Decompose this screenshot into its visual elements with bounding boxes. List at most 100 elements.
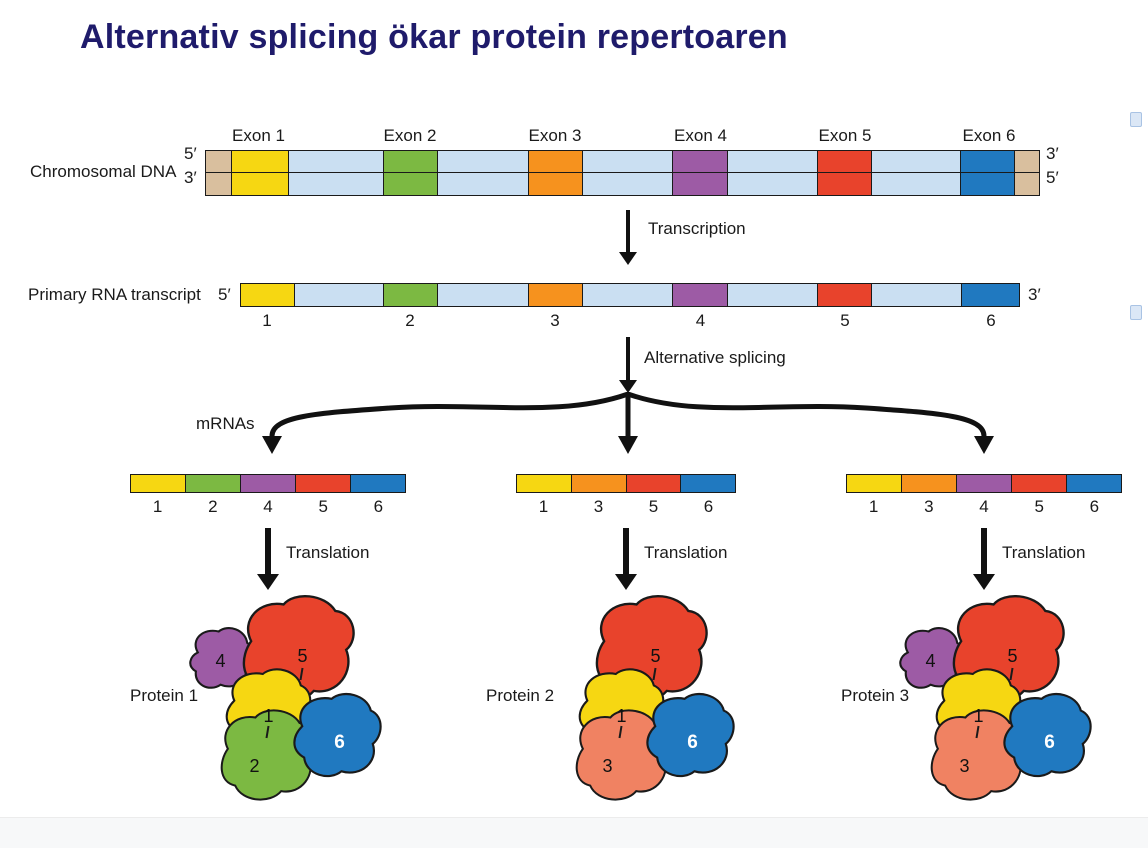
segment xyxy=(582,151,674,195)
exon-segment xyxy=(296,475,351,492)
protein-3-domain-3-number: 3 xyxy=(959,756,969,776)
exon-segment xyxy=(384,151,439,195)
exon-segment xyxy=(681,475,735,492)
branch-left-path xyxy=(269,392,631,439)
exon-segment xyxy=(131,475,186,492)
exon-segment xyxy=(1067,475,1121,492)
exon-segment xyxy=(351,475,405,492)
protein-3-domain-6-number: 6 xyxy=(1044,732,1055,753)
rna-right-3prime: 3′ xyxy=(1028,285,1041,304)
rna-exon-numbers-row: 1 2 3 4 5 6 xyxy=(240,311,1020,331)
exon-number: 1 xyxy=(262,311,272,330)
exon-number: 2 xyxy=(208,497,218,516)
branch-center-arrowhead xyxy=(618,436,638,454)
dna-right-3prime: 3′ xyxy=(1046,144,1059,163)
translation-arrow-1 xyxy=(265,528,271,574)
mrna-3-numbers: 1 3 4 5 6 xyxy=(846,497,1122,517)
protein-2-domain-1-number: 1 xyxy=(616,706,626,726)
branch-left-arrowhead xyxy=(262,436,282,454)
mrna-1-numbers: 1 2 4 5 6 xyxy=(130,497,406,517)
protein-1-label: Protein 1 xyxy=(130,686,199,705)
exon-segment xyxy=(383,284,438,306)
segment xyxy=(206,151,232,195)
exon-number: 3 xyxy=(550,311,560,330)
exon-number: 2 xyxy=(405,311,415,330)
domain-linker-mark xyxy=(975,725,980,739)
exon-label: Exon 4 xyxy=(674,126,727,145)
exon-number: 5 xyxy=(840,311,850,330)
exon-number: 6 xyxy=(986,311,996,330)
protein-1-structure: 4 5 1 2 6 xyxy=(189,594,382,801)
segment xyxy=(872,284,962,306)
segment xyxy=(871,151,962,195)
segment xyxy=(728,151,818,195)
exon-number xyxy=(872,311,962,331)
segment xyxy=(288,151,385,195)
mrna-2-numbers: 1 3 5 6 xyxy=(516,497,736,517)
exon-number: 5 xyxy=(1034,497,1044,516)
splicing-branch-arrows xyxy=(262,392,994,454)
translation-label-1: Translation xyxy=(286,543,370,562)
segment xyxy=(582,284,674,306)
transcription-label: Transcription xyxy=(648,219,746,238)
translation-arrow-2 xyxy=(623,528,629,574)
protein-1-domain-4-number: 4 xyxy=(215,651,225,671)
mrna-1-bar xyxy=(130,474,406,493)
exon-segment xyxy=(241,284,296,306)
rna-left-5prime: 5′ xyxy=(218,285,231,304)
exon-segment xyxy=(231,151,289,195)
exon-label: Exon 6 xyxy=(962,126,1016,145)
exon-segment xyxy=(961,151,1016,195)
domain-linker-mark xyxy=(265,725,270,739)
protein-2-domain-3-number: 3 xyxy=(602,756,612,776)
branch-right-arrowhead xyxy=(974,436,994,454)
domain-linker-mark xyxy=(652,667,657,681)
exon-label xyxy=(437,126,528,146)
exon-number xyxy=(582,311,673,331)
exon-segment xyxy=(673,151,729,195)
alternative-splicing-arrow xyxy=(626,337,630,380)
exon-label: Exon 3 xyxy=(528,126,582,145)
dna-left-5prime: 5′ xyxy=(184,144,197,163)
protein-3-domain-1-number: 1 xyxy=(973,706,983,726)
exon-number: 4 xyxy=(695,311,706,330)
exon-segment xyxy=(626,475,682,492)
exon-label: Exon 1 xyxy=(232,126,285,145)
segment xyxy=(437,284,529,306)
exon-label xyxy=(728,126,818,146)
exon-label: Exon 5 xyxy=(818,126,872,145)
exon-label xyxy=(582,126,673,146)
domain-linker-mark xyxy=(618,725,623,739)
protein-1-domain-2-number: 2 xyxy=(249,756,259,776)
dna-right-5prime: 5′ xyxy=(1046,168,1059,187)
dna-strand-divider xyxy=(206,172,1039,173)
exon-number: 6 xyxy=(1089,497,1100,516)
protein-3-label: Protein 3 xyxy=(841,686,910,705)
exon-segment xyxy=(957,475,1012,492)
exon-segment xyxy=(517,475,572,492)
primary-rna-label: Primary RNA transcript xyxy=(28,285,201,304)
exon-label: Exon 2 xyxy=(383,126,437,145)
segment xyxy=(728,284,819,306)
exon-number: 1 xyxy=(868,497,879,516)
exon-segment xyxy=(961,284,1019,306)
exon-label xyxy=(205,126,230,146)
exon-number: 3 xyxy=(924,497,934,516)
exon-segment xyxy=(902,475,957,492)
comment-marker-icon[interactable] xyxy=(1130,112,1142,127)
exon-segment xyxy=(528,284,583,306)
exon-number: 6 xyxy=(373,497,384,516)
exon-segment xyxy=(817,151,872,195)
exon-number: 5 xyxy=(648,497,659,516)
comment-marker-icon[interactable] xyxy=(1130,305,1142,320)
exon-segment xyxy=(673,284,729,306)
exon-label xyxy=(872,126,962,146)
exon-number: 5 xyxy=(318,497,328,516)
exon-number xyxy=(728,311,818,331)
protein-2-label: Protein 2 xyxy=(486,686,555,705)
exon-number: 6 xyxy=(703,497,714,516)
mrnas-label: mRNAs xyxy=(196,414,255,433)
exon-number xyxy=(294,311,383,331)
protein-2-domain-5-number: 5 xyxy=(650,646,660,666)
